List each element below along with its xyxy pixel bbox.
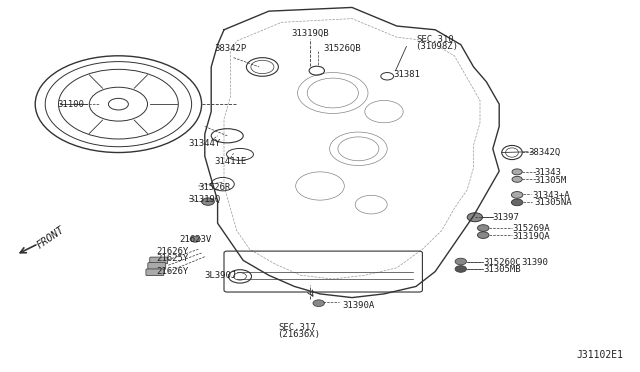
Circle shape (455, 266, 467, 272)
Text: 31305MB: 31305MB (483, 265, 521, 274)
Text: 31411E: 31411E (214, 157, 246, 166)
Text: 31526R: 31526R (198, 183, 230, 192)
Text: 31381: 31381 (394, 70, 420, 79)
Text: 31319QB: 31319QB (291, 29, 329, 38)
Text: 31100: 31100 (58, 100, 84, 109)
Text: 21625Y: 21625Y (157, 254, 189, 263)
Text: 3L390J: 3L390J (205, 271, 237, 280)
Text: (31098Z): (31098Z) (415, 42, 458, 51)
Text: 21626Y: 21626Y (157, 267, 189, 276)
Circle shape (511, 192, 523, 198)
Circle shape (511, 199, 523, 206)
Circle shape (477, 232, 489, 238)
Text: 31390: 31390 (522, 258, 548, 267)
FancyBboxPatch shape (148, 263, 166, 269)
Circle shape (313, 300, 324, 307)
Circle shape (202, 198, 214, 205)
Text: 31390A: 31390A (342, 301, 374, 310)
Text: 31319Q: 31319Q (189, 195, 221, 203)
Text: 315269A: 315269A (512, 224, 550, 233)
Text: 31319QA: 31319QA (512, 232, 550, 241)
Circle shape (455, 258, 467, 265)
Circle shape (512, 169, 522, 175)
Text: 38342P: 38342P (214, 44, 246, 53)
Text: SEC.317: SEC.317 (278, 323, 316, 332)
Circle shape (467, 213, 483, 222)
Circle shape (190, 236, 200, 242)
Text: 31344Y: 31344Y (189, 139, 221, 148)
Circle shape (381, 73, 394, 80)
Text: 31526QB: 31526QB (323, 44, 361, 53)
FancyBboxPatch shape (146, 269, 164, 276)
Text: SEC.310: SEC.310 (416, 35, 454, 44)
FancyBboxPatch shape (150, 257, 168, 264)
Text: 315260C: 315260C (483, 258, 521, 267)
Text: 21623V: 21623V (179, 235, 211, 244)
Text: 31343+A: 31343+A (532, 191, 570, 200)
Circle shape (512, 176, 522, 182)
Text: 31397: 31397 (493, 213, 520, 222)
Text: (21636X): (21636X) (277, 330, 320, 339)
Circle shape (477, 225, 489, 231)
Text: 31305M: 31305M (534, 176, 566, 185)
Text: 31343: 31343 (534, 169, 561, 177)
Text: J31102E1: J31102E1 (576, 350, 623, 360)
Text: FRONT: FRONT (35, 225, 67, 251)
Circle shape (309, 66, 324, 75)
Text: 38342Q: 38342Q (528, 148, 560, 157)
Text: 21626Y: 21626Y (157, 247, 189, 256)
Text: 31305NA: 31305NA (534, 198, 572, 207)
